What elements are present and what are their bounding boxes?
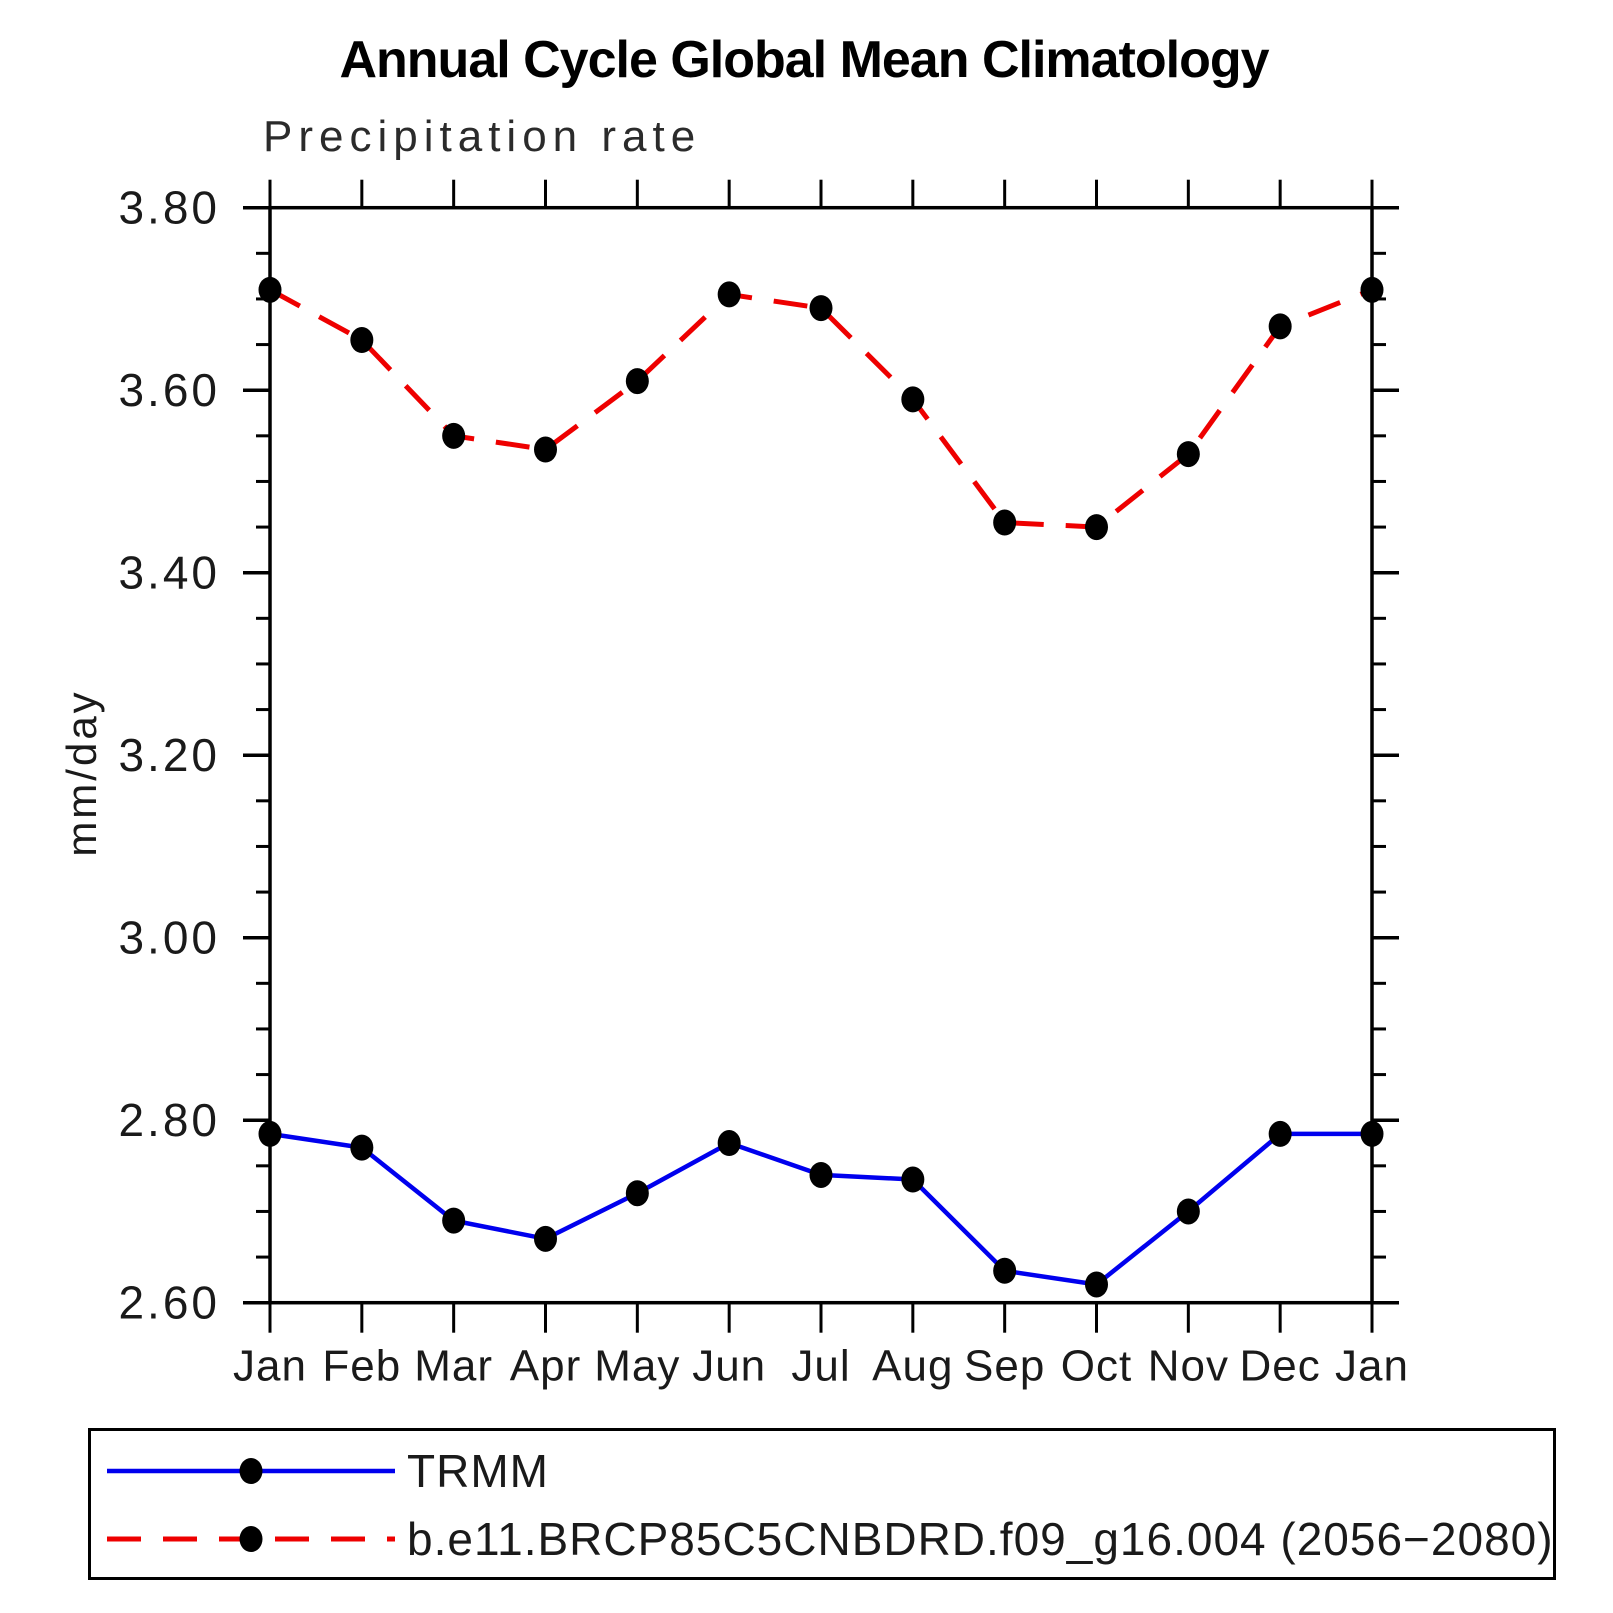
legend-marker-dot-icon xyxy=(239,1526,263,1552)
x-tick-label: Mar xyxy=(414,1342,493,1391)
y-tick-label: 3.60 xyxy=(118,364,220,416)
data-point-marker xyxy=(442,422,466,449)
data-point-marker xyxy=(717,1130,741,1157)
y-tick-label: 2.60 xyxy=(118,1277,220,1329)
data-point-marker xyxy=(901,1166,925,1193)
x-tick-label: Oct xyxy=(1061,1342,1132,1391)
x-tick-label: Apr xyxy=(510,1342,581,1391)
data-point-marker xyxy=(901,386,925,413)
data-point-marker xyxy=(993,1257,1017,1284)
data-point-marker xyxy=(1360,276,1384,303)
legend-box: TRMM b.e11.BRCP85C5CNBDRD.f09_g16.004 (2… xyxy=(88,1428,1556,1580)
data-point-marker xyxy=(625,1180,649,1207)
data-point-marker xyxy=(1176,1198,1200,1225)
plot-border xyxy=(268,205,1374,1305)
y-tick-label: 3.40 xyxy=(118,547,220,599)
series-line-0 xyxy=(269,1131,1372,1287)
y-tick-label: 3.20 xyxy=(118,729,220,781)
data-point-marker xyxy=(717,281,741,308)
legend-marker-dot-icon xyxy=(239,1458,263,1484)
data-point-marker xyxy=(809,295,833,322)
series-line-1 xyxy=(268,287,1373,530)
y-tick-label: 2.80 xyxy=(118,1094,220,1146)
x-tick-label: Sep xyxy=(964,1342,1045,1391)
data-point-marker xyxy=(1176,441,1200,468)
legend-row-trmm: TRMM xyxy=(105,1445,549,1497)
chart-subtitle: Precipitation rate xyxy=(263,112,702,161)
data-point-marker xyxy=(258,276,282,303)
legend-label-model: b.e11.BRCP85C5CNBDRD.f09_g16.004 (2056−2… xyxy=(407,1513,1554,1565)
x-tick-label: May xyxy=(594,1342,680,1391)
data-point-marker xyxy=(534,436,557,463)
data-point-marker xyxy=(809,1161,833,1188)
x-tick-label: Dec xyxy=(1240,1342,1321,1391)
data-point-marker xyxy=(1085,1271,1108,1298)
data-point-marker xyxy=(442,1207,466,1234)
y-tick-label: 3.80 xyxy=(118,182,220,234)
x-tick-label: Jan xyxy=(1335,1342,1409,1391)
data-point-marker xyxy=(1268,1120,1292,1147)
data-point-marker xyxy=(258,1120,282,1147)
data-point-marker xyxy=(1360,1120,1384,1147)
data-point-marker xyxy=(350,1134,374,1161)
x-tick-label: Jun xyxy=(692,1342,766,1391)
y-tick-label: 3.00 xyxy=(118,912,220,964)
data-point-marker xyxy=(1268,313,1292,340)
x-tick-label: Jan xyxy=(233,1342,307,1391)
x-tick-label: Nov xyxy=(1148,1342,1229,1391)
data-point-marker xyxy=(1085,514,1108,541)
data-point-marker xyxy=(625,368,649,395)
data-point-marker xyxy=(350,327,374,354)
data-point-marker xyxy=(993,509,1017,536)
x-tick-label: Feb xyxy=(322,1342,401,1391)
x-tick-label: Aug xyxy=(872,1342,953,1391)
chart-title: Annual Cycle Global Mean Climatology xyxy=(339,31,1269,89)
legend-sample-trmm xyxy=(107,1458,395,1484)
x-tick-label: Jul xyxy=(791,1342,850,1391)
legend-sample-model xyxy=(107,1526,395,1552)
data-point-marker xyxy=(534,1225,557,1252)
legend-label-trmm: TRMM xyxy=(407,1445,549,1497)
legend-row-model: b.e11.BRCP85C5CNBDRD.f09_g16.004 (2056−2… xyxy=(105,1513,1554,1565)
